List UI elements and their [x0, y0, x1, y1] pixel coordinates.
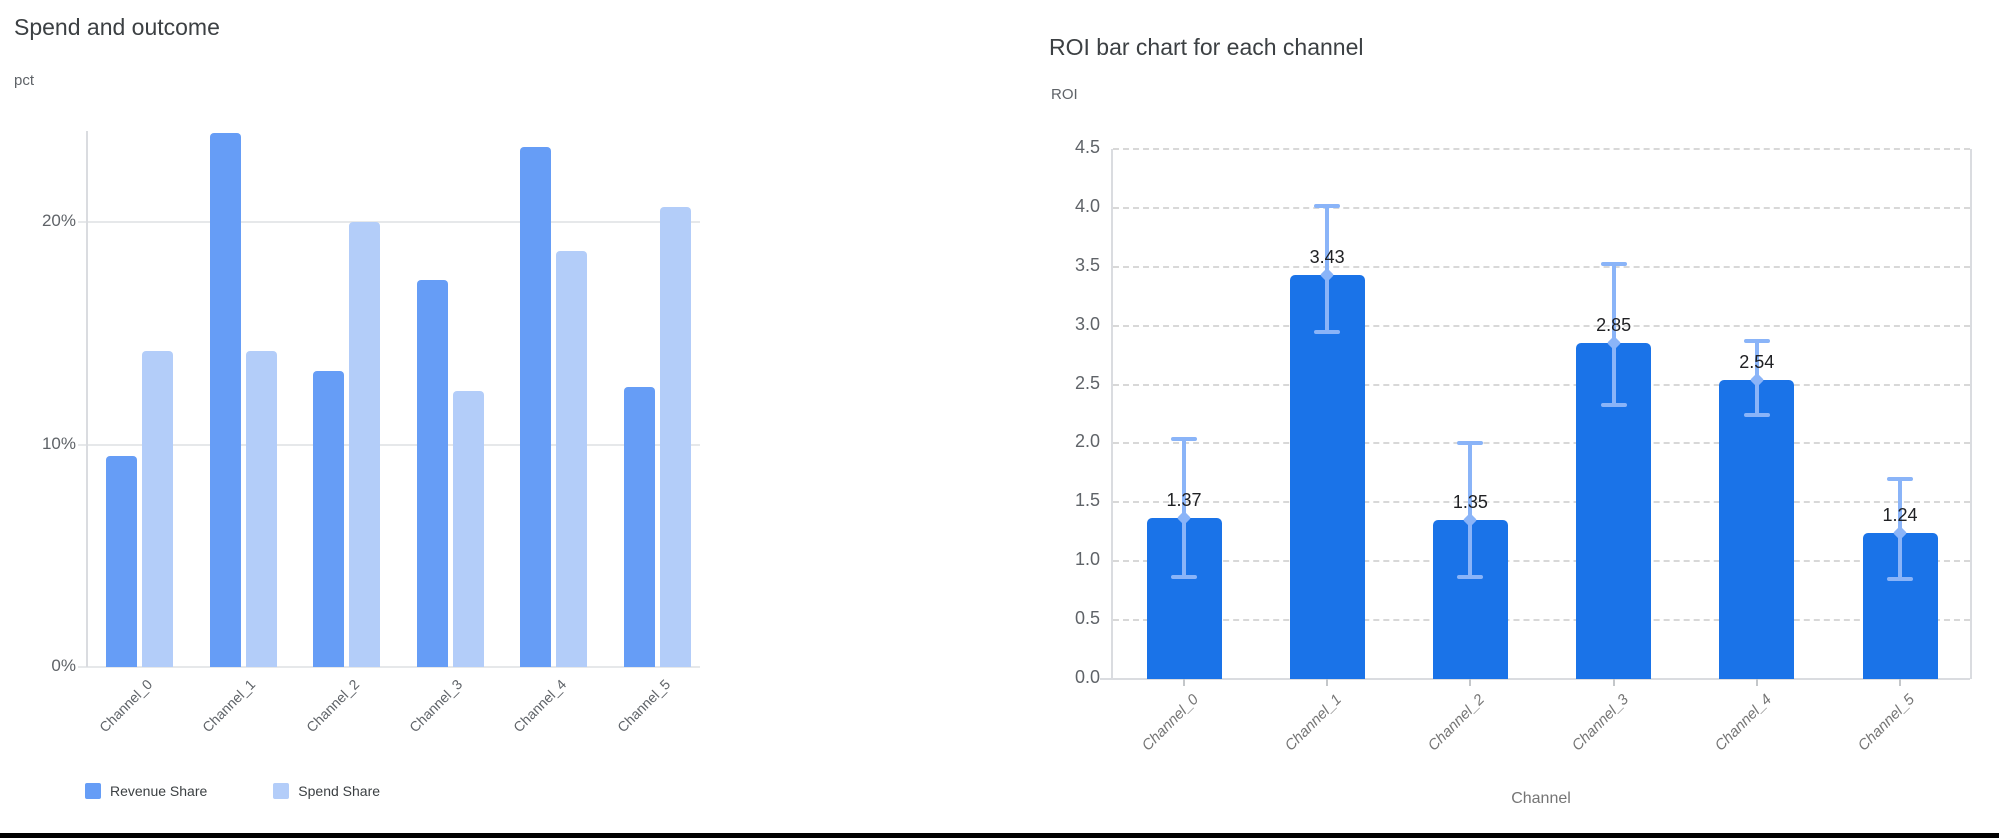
- right-chart-y-unit-label: ROI: [1051, 86, 1078, 103]
- x-tick-mark: [1183, 679, 1185, 686]
- bar-spend-share-channel_4: [556, 251, 588, 667]
- y-axis-line: [1111, 149, 1113, 679]
- bar-revenue-share-channel_5: [624, 386, 655, 667]
- bar-value-label: 3.43: [1309, 247, 1345, 268]
- bar-spend-share-channel_2: [349, 222, 381, 667]
- x-axis-category-label: Channel_5: [1854, 691, 1919, 755]
- bar-revenue-share-channel_3: [416, 280, 448, 667]
- legend-label-revenue-share: Revenue Share: [110, 783, 208, 799]
- right-chart-title: ROI bar chart for each channel: [1049, 34, 1364, 60]
- x-axis-category-label: Channel_5: [613, 676, 673, 736]
- left-chart-y-unit-label: pct: [14, 72, 35, 89]
- gridline: [1113, 324, 1970, 327]
- x-axis-category-label: Channel_3: [1568, 691, 1632, 755]
- y-tick-label: 3.5: [1074, 254, 1100, 275]
- legend: Revenue Share Spend Share: [85, 783, 380, 799]
- bar-revenue-share-channel_2: [313, 371, 345, 667]
- gridline: [1113, 206, 1970, 209]
- y-tick-label: 10%: [41, 433, 76, 453]
- x-tick-mark: [1469, 679, 1472, 686]
- y-tick-label: 0.0: [1074, 667, 1100, 687]
- error-bar-line: [1468, 443, 1473, 577]
- error-bar-line: [1611, 264, 1616, 405]
- error-bar-cap-top: [1171, 436, 1197, 441]
- error-bar-cap-bottom: [1600, 402, 1627, 407]
- error-bar-cap-top: [1600, 262, 1627, 267]
- x-baseline: [1100, 678, 1970, 680]
- roi-bar-channel_1: [1289, 275, 1365, 679]
- right-chart-x-axis-title: Channel: [1511, 790, 1571, 807]
- legend-swatch-spend-share: [273, 783, 290, 799]
- x-axis-category-label: Channel_4: [1711, 691, 1775, 755]
- error-bar-cap-top: [1457, 441, 1484, 446]
- y-tick-label: 0.5: [1074, 608, 1100, 629]
- bar-revenue-share-channel_1: [209, 133, 241, 667]
- x-axis-category-label: Channel_0: [1138, 691, 1203, 755]
- error-bar-cap-bottom: [1314, 329, 1341, 334]
- y-tick-label: 2.0: [1074, 431, 1100, 452]
- error-bar-cap-top: [1743, 338, 1770, 343]
- gridline: [1113, 265, 1970, 268]
- y-tick-label: 0%: [51, 656, 76, 675]
- gridline: [1113, 383, 1970, 386]
- gridline: [78, 443, 700, 446]
- x-axis-category-label: Channel_2: [1425, 691, 1489, 755]
- x-tick-mark: [1899, 679, 1901, 686]
- gridline: [78, 666, 700, 668]
- plot-right-border: [1970, 149, 1972, 679]
- y-tick-label: 20%: [41, 211, 76, 231]
- bar-value-label: 2.85: [1596, 315, 1632, 336]
- bar-value-label: 1.35: [1452, 492, 1488, 512]
- bar-spend-share-channel_5: [660, 206, 691, 667]
- x-axis-category-label: Channel_0: [95, 676, 155, 736]
- bar-revenue-share-channel_0: [106, 455, 137, 667]
- y-axis-line: [86, 131, 88, 667]
- x-axis-category-label: Channel_2: [302, 676, 363, 736]
- gridline: [1113, 148, 1970, 150]
- error-bar-cap-bottom: [1887, 576, 1913, 581]
- x-tick-mark: [1755, 679, 1758, 686]
- gridline: [1113, 442, 1970, 445]
- gridline: [1113, 560, 1970, 563]
- gridline: [1113, 501, 1970, 504]
- y-tick-label: 1.5: [1074, 490, 1100, 511]
- legend-label-spend-share: Spend Share: [298, 783, 381, 799]
- x-axis-category-label: Channel_4: [509, 676, 570, 736]
- legend-swatch-revenue-share: [85, 783, 101, 799]
- bar-value-label: 1.24: [1882, 504, 1918, 525]
- x-axis-category-label: Channel_1: [199, 676, 259, 736]
- y-tick-label: 4.0: [1074, 195, 1100, 216]
- bar-value-label: 1.37: [1166, 489, 1202, 510]
- error-bar-cap-bottom: [1171, 574, 1197, 579]
- y-tick-label: 2.5: [1074, 372, 1100, 393]
- x-tick-mark: [1612, 679, 1615, 686]
- error-bar-cap-bottom: [1457, 574, 1484, 579]
- bar-revenue-share-channel_4: [520, 146, 552, 667]
- roi-bar-channel_4: [1719, 379, 1795, 679]
- y-tick-label: 1.0: [1074, 549, 1100, 570]
- error-bar-cap-bottom: [1743, 413, 1770, 418]
- bar-spend-share-channel_0: [142, 351, 173, 667]
- error-bar-cap-top: [1314, 203, 1341, 208]
- x-axis-category-label: Channel_1: [1281, 691, 1346, 755]
- error-bar-line: [1182, 438, 1186, 577]
- gridline: [78, 221, 700, 224]
- bottom-border: [0, 833, 1999, 838]
- bar-spend-share-channel_3: [452, 391, 484, 667]
- gridline: [1113, 619, 1970, 622]
- y-tick-label: 3.0: [1074, 313, 1100, 334]
- bar-spend-share-channel_1: [245, 351, 277, 667]
- left-chart-title: Spend and outcome: [14, 14, 220, 40]
- y-tick-label: 4.5: [1074, 137, 1100, 157]
- x-axis-category-label: Channel_3: [406, 676, 466, 736]
- x-tick-mark: [1326, 679, 1329, 686]
- error-bar-cap-top: [1887, 476, 1913, 481]
- bar-value-label: 2.54: [1739, 351, 1775, 372]
